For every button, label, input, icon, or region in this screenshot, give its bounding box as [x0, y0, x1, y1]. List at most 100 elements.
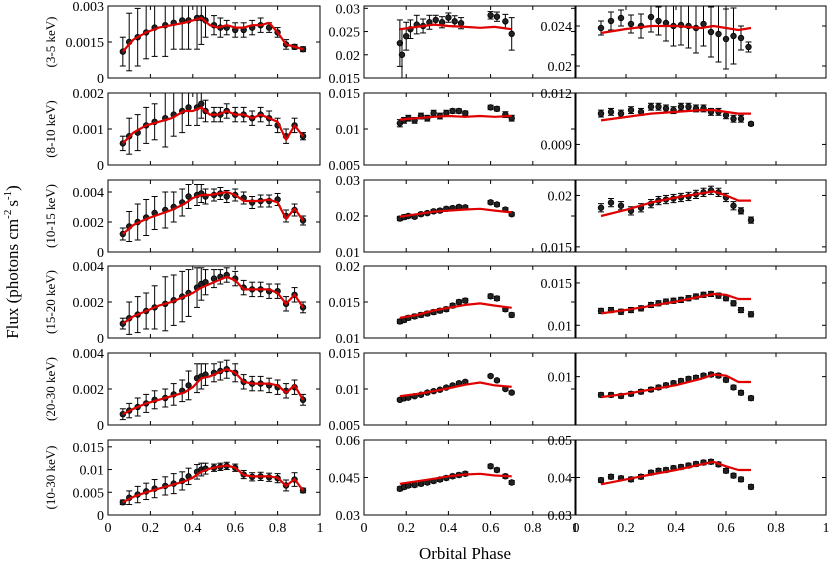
data-point [647, 103, 655, 110]
data-point [737, 476, 745, 483]
panel-frame [107, 179, 321, 253]
y-tick-label: 0.002 [73, 296, 105, 311]
y-tick-label: 0 [97, 332, 104, 347]
data-layer [597, 102, 755, 128]
data-point [655, 103, 662, 110]
data-point [396, 39, 404, 47]
x-tick-label: 0.2 [617, 521, 635, 536]
model-curve [122, 464, 304, 504]
model-curve [121, 16, 304, 53]
y-tick-label: 0.015 [329, 296, 361, 311]
data-point [462, 297, 469, 304]
data-layer [597, 371, 755, 402]
data-point [398, 51, 406, 58]
data-point [445, 14, 452, 21]
panel-r1-c2: 0.015 0.02 0.025 0.03 [329, 2, 576, 87]
model-curve [122, 368, 304, 416]
y-tick-label: 0.01 [336, 246, 361, 261]
panel-frame [363, 352, 576, 426]
data-point [730, 202, 737, 209]
x-axis-title: Orbital Phase [419, 544, 511, 563]
data-point [455, 107, 463, 115]
y-axis-title-mid: s [3, 200, 22, 207]
data-point [411, 481, 418, 489]
data-layer [119, 6, 307, 72]
x-tick-label: 0.8 [269, 521, 287, 536]
data-point [493, 13, 501, 20]
data-point [597, 24, 605, 32]
y-tick-label: 0 [97, 509, 104, 524]
panel-r4-c2: 0.01 0.015 0.02 [329, 260, 576, 347]
y-tick-label: 0.015 [329, 72, 361, 87]
model-curve [399, 23, 512, 31]
y-tick-label: 0.01 [336, 383, 361, 398]
y-tick-label: 0.01 [80, 464, 105, 479]
panel-frame [107, 439, 321, 516]
data-point [597, 110, 605, 117]
energy-band-label: (8-10 keV) [43, 100, 58, 157]
model-curve [122, 275, 304, 325]
y-tick-label: 0.015 [541, 241, 573, 256]
data-layer [396, 104, 515, 128]
data-point [508, 479, 515, 486]
data-point [700, 20, 707, 28]
data-point [747, 216, 755, 224]
y-tick-label: 0.01 [548, 371, 573, 386]
x-tick-label: 0.2 [397, 521, 415, 536]
y-tick-label: 0.004 [73, 260, 105, 275]
data-layer [396, 293, 515, 325]
data-point [451, 18, 458, 25]
y-tick-label: 0.03 [336, 174, 361, 189]
data-point [607, 473, 615, 480]
y-tick-label: 0.02 [548, 189, 573, 204]
y-tick-label: 0.004 [73, 186, 105, 201]
data-layer [396, 463, 515, 492]
data-point [730, 115, 737, 122]
data-point [677, 103, 685, 110]
model-curve [600, 108, 751, 122]
data-layer [396, 199, 515, 222]
data-point [487, 104, 494, 111]
panel-frame [363, 92, 576, 166]
y-tick-label: 0.025 [329, 26, 361, 41]
panel-r2-c2: 0.005 0.01 0.015 [329, 87, 576, 174]
data-point [662, 105, 670, 112]
panel-frame [363, 5, 576, 79]
y-axis-title-close: ) [3, 185, 22, 191]
x-tick-label: 0 [105, 521, 112, 536]
data-point [745, 43, 752, 51]
panel-r3-c2: 0.01 0.02 0.03 [336, 174, 576, 261]
y-tick-label: 0.03 [548, 509, 573, 524]
y-tick-label: 0.04 [548, 472, 573, 487]
panel-r1-c1: 0 0.0015 0.003 (3-5 keV) [43, 0, 321, 87]
data-point [502, 18, 509, 25]
data-point [737, 389, 745, 396]
data-point [597, 204, 605, 211]
panel-r5-c3: 0.01 [548, 352, 827, 426]
panel-frame [363, 439, 576, 516]
model-curve [399, 114, 512, 121]
x-tick-label: 0 [573, 521, 580, 536]
y-tick-label: 0.01 [336, 123, 361, 138]
y-axis-title: Flux (photons cm-2 s-1) [2, 185, 22, 339]
data-layer [396, 11, 515, 78]
y-tick-label: 0.02 [336, 260, 361, 275]
panel-frame [575, 352, 827, 426]
data-point [493, 295, 501, 302]
y-axis-title-exp1: -2 [2, 210, 14, 219]
y-tick-label: 0.03 [336, 509, 361, 524]
data-point [655, 17, 662, 25]
data-point [487, 372, 494, 380]
model-curve [600, 292, 751, 315]
y-tick-label: 0 [97, 159, 104, 174]
panel-r2-c1: 0 0.001 0.002 (8-10 keV) [43, 87, 321, 174]
panel-r6-c1: 0 0.2 0.4 0.6 0.8 1 0 0.005 0.01 0.015 (10-30 keV) [43, 439, 324, 536]
y-tick-label: 0.002 [73, 87, 105, 102]
y-tick-label: 0.001 [73, 123, 105, 138]
energy-band-label: (10-15 keV) [43, 184, 58, 248]
data-point [457, 19, 465, 27]
data-point [487, 463, 494, 470]
data-point [462, 109, 469, 117]
